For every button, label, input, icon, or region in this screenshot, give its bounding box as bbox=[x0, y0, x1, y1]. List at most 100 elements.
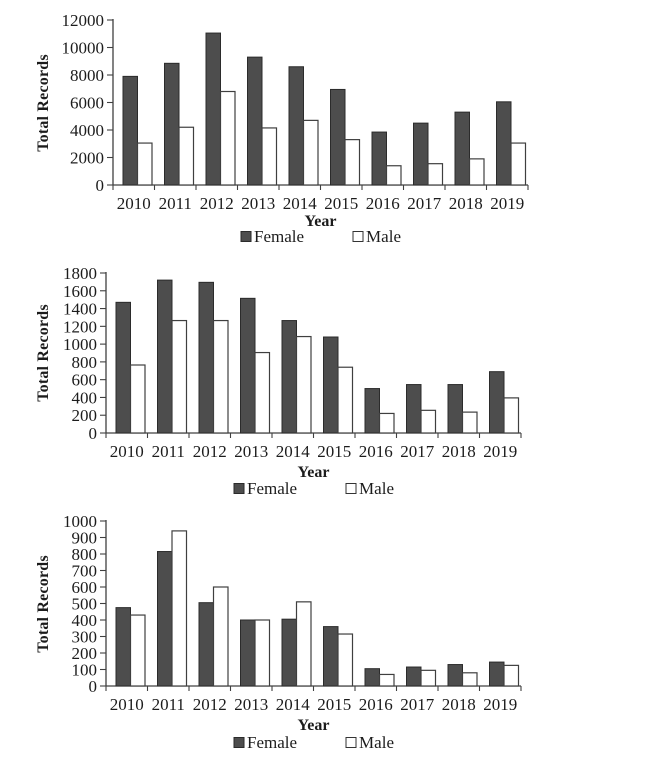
bar-female-2011 bbox=[157, 279, 173, 434]
y-tick-label: 4000 bbox=[70, 121, 104, 140]
male-swatch-icon bbox=[345, 483, 357, 494]
x-category-label: 2015 bbox=[324, 194, 358, 213]
bar-male-2012 bbox=[212, 319, 229, 434]
legend: Female Male bbox=[240, 228, 401, 245]
y-tick-label: 0 bbox=[96, 176, 105, 195]
y-tick-label: 8000 bbox=[70, 66, 104, 85]
bar-male-2013 bbox=[254, 619, 271, 687]
bar-female-2017 bbox=[406, 384, 422, 434]
female-swatch-icon bbox=[240, 231, 252, 242]
bar-male-2019 bbox=[510, 142, 527, 186]
bar-female-2014 bbox=[288, 66, 304, 186]
y-tick-label: 12000 bbox=[62, 11, 105, 30]
bar-female-2010 bbox=[122, 75, 138, 186]
x-category-label: 2012 bbox=[193, 695, 227, 714]
legend: Female Male bbox=[233, 734, 394, 751]
bar-female-2010 bbox=[115, 301, 131, 434]
bar-female-2018 bbox=[447, 384, 463, 434]
x-category-label: 2013 bbox=[234, 695, 268, 714]
y-tick-label: 1400 bbox=[63, 300, 97, 319]
bar-male-2015 bbox=[344, 139, 361, 186]
y-tick-label: 900 bbox=[72, 529, 98, 548]
legend-item-female: Female bbox=[233, 734, 297, 751]
chart-block-middle: 0 200 400 600 800 1000 1200 1400 1600 1800 2010 201… bbox=[0, 250, 648, 498]
bar-male-2017 bbox=[420, 669, 437, 687]
y-tick-label: 10000 bbox=[62, 39, 105, 58]
bar-male-2011 bbox=[178, 126, 195, 186]
x-category-label: 2019 bbox=[483, 695, 517, 714]
bar-male-2018 bbox=[468, 158, 485, 186]
y-tick-label: 1800 bbox=[63, 264, 97, 283]
bar-male-2019 bbox=[503, 664, 520, 687]
bar-male-2015 bbox=[337, 633, 354, 687]
bar-chart-top: 0 2000 4000 6000 8000 10000 12000 2010 2011 2012 2… bbox=[62, 11, 529, 213]
y-tick-label: 600 bbox=[72, 578, 98, 597]
legend-item-male: Male bbox=[352, 228, 401, 245]
bar-male-2017 bbox=[420, 409, 437, 434]
bar-female-2012 bbox=[205, 32, 221, 186]
bar-female-2015 bbox=[330, 88, 346, 186]
bar-female-2016 bbox=[364, 668, 380, 687]
bar-male-2012 bbox=[212, 586, 229, 687]
x-category-label: 2012 bbox=[200, 194, 234, 213]
y-tick-label: 300 bbox=[72, 628, 98, 647]
x-category-label: 2019 bbox=[490, 194, 524, 213]
bar-female-2019 bbox=[489, 661, 505, 687]
y-tick-label: 600 bbox=[72, 371, 98, 390]
bar-male-2019 bbox=[503, 397, 520, 434]
bar-female-2018 bbox=[447, 664, 463, 687]
y-tick-label: 700 bbox=[72, 562, 98, 581]
x-category-label: 2014 bbox=[283, 194, 318, 213]
x-category-label: 2017 bbox=[407, 194, 442, 213]
y-tick-label: 800 bbox=[72, 545, 98, 564]
bar-male-2011 bbox=[171, 319, 188, 434]
y-tick-label: 2000 bbox=[70, 149, 104, 168]
bar-male-2013 bbox=[254, 351, 271, 434]
legend-label-male: Male bbox=[366, 227, 401, 246]
legend-item-male: Male bbox=[345, 734, 394, 751]
x-axis-title: Year bbox=[297, 464, 330, 481]
bar-male-2010 bbox=[129, 614, 146, 687]
bar-male-2010 bbox=[136, 142, 153, 186]
bar-female-2019 bbox=[489, 371, 505, 434]
bar-female-2013 bbox=[240, 297, 256, 434]
legend-item-female: Female bbox=[240, 228, 304, 245]
x-category-label: 2010 bbox=[110, 442, 144, 461]
bar-female-2014 bbox=[281, 618, 297, 687]
chart-block-bottom: 0 100 200 300 400 500 600 700 800 900 1000 2010 2011… bbox=[0, 498, 648, 765]
bar-male-2016 bbox=[378, 673, 395, 687]
x-category-label: 2014 bbox=[276, 695, 311, 714]
x-category-label: 2016 bbox=[366, 194, 400, 213]
female-swatch-icon bbox=[233, 737, 245, 748]
bar-female-2015 bbox=[323, 626, 339, 687]
legend-label-male: Male bbox=[359, 479, 394, 498]
bar-female-2016 bbox=[371, 131, 387, 186]
bar-female-2018 bbox=[454, 111, 470, 186]
x-category-label: 2019 bbox=[483, 442, 517, 461]
bar-female-2017 bbox=[406, 666, 422, 687]
bar-male-2014 bbox=[295, 601, 312, 687]
bar-male-2014 bbox=[302, 119, 319, 186]
chart-block-top: 0 2000 4000 6000 8000 10000 12000 2010 2011 2012 2… bbox=[0, 0, 648, 250]
legend-label-female: Female bbox=[247, 479, 298, 498]
x-category-label: 2013 bbox=[234, 442, 268, 461]
bar-female-2017 bbox=[413, 122, 429, 186]
bar-male-2010 bbox=[129, 364, 146, 434]
legend-label-female: Female bbox=[254, 227, 305, 246]
bar-female-2011 bbox=[164, 62, 180, 186]
y-tick-label: 1000 bbox=[63, 335, 97, 354]
bar-male-2017 bbox=[427, 163, 444, 186]
x-category-label: 2018 bbox=[442, 442, 476, 461]
bar-male-2016 bbox=[378, 412, 395, 434]
x-axis-title: Year bbox=[304, 213, 337, 230]
legend-label-male: Male bbox=[359, 733, 394, 752]
y-axis-title: Total Records bbox=[35, 304, 52, 402]
x-category-label: 2015 bbox=[317, 695, 351, 714]
bar-female-2012 bbox=[198, 281, 214, 434]
x-category-label: 2011 bbox=[152, 695, 185, 714]
x-category-label: 2016 bbox=[359, 442, 393, 461]
y-tick-label: 0 bbox=[89, 424, 98, 443]
